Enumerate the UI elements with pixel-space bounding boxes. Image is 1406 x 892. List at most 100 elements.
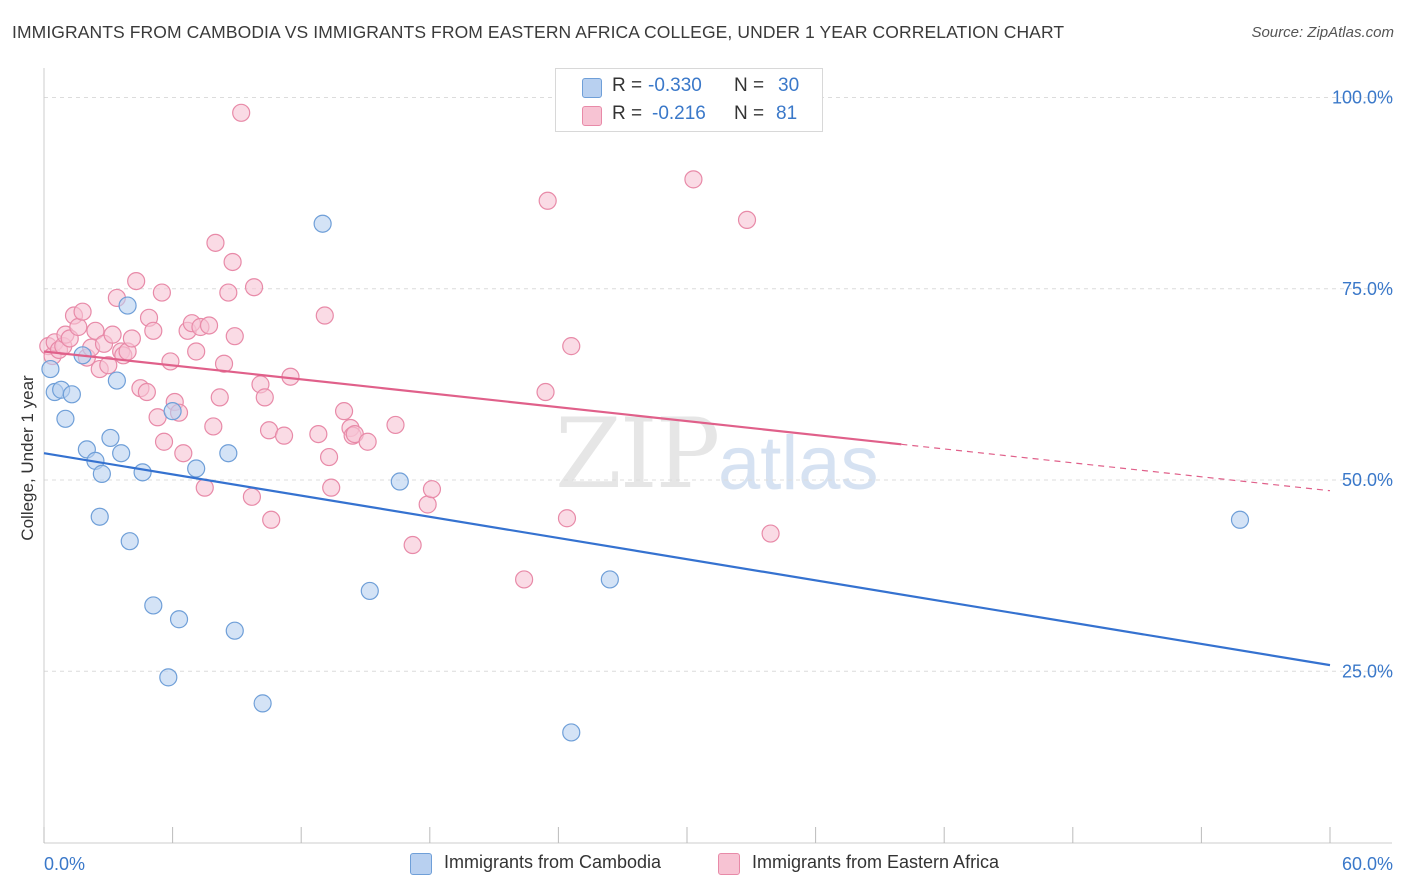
cambodia-point-23: [253, 694, 272, 713]
cambodia-point-16: [144, 596, 163, 615]
eastern-africa-point-57: [315, 306, 334, 325]
eastern-africa-point-45: [223, 252, 242, 272]
eastern-africa-point-71: [538, 191, 557, 210]
eastern-africa-point-58: [319, 447, 339, 467]
cambodia-point-8: [90, 507, 109, 526]
cambodia-point-27: [562, 723, 581, 742]
eastern-africa-point-40: [204, 417, 223, 436]
legend-r-value-cambodia: -0.330: [648, 75, 702, 96]
eastern-africa-point-48: [242, 487, 262, 506]
trend-layer: [43, 350, 1331, 667]
cambodia-point-17: [159, 668, 178, 687]
eastern-africa-point-12: [86, 321, 105, 340]
eastern-africa-point-24: [137, 382, 156, 402]
watermark-atlas: atlas: [718, 421, 879, 506]
y-tick-label: 75.0%: [1342, 279, 1393, 299]
y-axis-label: College, Under 1 year: [18, 375, 37, 541]
eastern-africa-point-8: [69, 317, 88, 337]
eastern-africa-point-64: [358, 432, 377, 451]
cambodia-point-21: [219, 444, 238, 463]
y-tick-label: 25.0%: [1342, 661, 1393, 681]
x-tick-label-max: 60.0%: [1342, 854, 1393, 874]
legend-r-value-eastern-africa: -0.216: [652, 103, 706, 124]
eastern-africa-point-47: [232, 103, 251, 122]
cambodia-point-29: [1230, 510, 1250, 529]
cambodia-point-9: [92, 464, 111, 483]
eastern-africa-points: [39, 103, 780, 589]
legend-n-value-cambodia: 30: [778, 75, 800, 96]
eastern-africa-point-54: [274, 426, 294, 445]
eastern-africa-point-46: [225, 327, 244, 346]
eastern-africa-point-42: [210, 388, 229, 407]
eastern-africa-point-16: [103, 325, 122, 344]
eastern-africa-point-29: [154, 432, 174, 451]
legend-swatch-cambodia: [582, 78, 602, 98]
eastern-africa-point-15: [99, 356, 118, 375]
eastern-africa-point-30: [161, 352, 180, 371]
eastern-africa-point-59: [322, 478, 341, 497]
eastern-africa-point-41: [206, 233, 225, 252]
eastern-africa-point-65: [386, 415, 405, 435]
eastern-africa-point-36: [187, 342, 206, 361]
legend-r-label: R =: [612, 103, 643, 124]
grid-layer: [44, 97, 1392, 672]
eastern-africa-point-69: [515, 570, 534, 589]
tick-labels: 25.0% 50.0% 75.0% 100.0% 0.0% 60.0%: [44, 88, 1393, 875]
eastern-africa-point-21: [122, 329, 141, 348]
eastern-africa-point-26: [144, 321, 163, 340]
cambodia-point-28: [600, 570, 619, 589]
cambodia-point-4: [62, 385, 81, 404]
eastern-africa-trend-extension: [901, 443, 1331, 492]
bottom-legend-swatch-eastern-africa: [718, 853, 740, 875]
cambodia-point-20: [187, 459, 206, 478]
eastern-africa-point-67: [418, 495, 437, 514]
source-label: Source: ZipAtlas.com: [1251, 24, 1394, 41]
cambodia-point-13: [118, 296, 137, 315]
legend-n-label: N =: [734, 103, 765, 124]
cambodia-point-19: [169, 610, 189, 629]
eastern-africa-point-51: [255, 388, 274, 407]
cambodia-point-24: [313, 214, 332, 233]
cambodia-point-26: [390, 472, 409, 491]
eastern-africa-point-74: [684, 170, 703, 189]
eastern-africa-point-39: [199, 316, 219, 335]
legend-swatch-eastern-africa: [582, 106, 602, 126]
eastern-africa-point-49: [244, 278, 264, 297]
eastern-africa-trend-line: [43, 350, 902, 446]
legend-r-label: R =: [612, 75, 643, 96]
eastern-africa-point-68: [422, 480, 442, 499]
eastern-africa-point-53: [262, 510, 281, 529]
cambodia-trend-line: [43, 452, 1331, 667]
cambodia-point-10: [101, 428, 120, 448]
chart-title: IMMIGRANTS FROM CAMBODIA VS IMMIGRANTS F…: [12, 22, 1065, 42]
y-tick-label: 50.0%: [1342, 470, 1393, 490]
cambodia-point-0: [41, 359, 60, 379]
eastern-africa-point-43: [214, 354, 234, 373]
eastern-africa-point-70: [536, 382, 555, 402]
eastern-africa-point-22: [127, 272, 146, 291]
eastern-africa-point-66: [403, 535, 422, 555]
x-tick-label-min: 0.0%: [44, 854, 85, 874]
eastern-africa-point-44: [219, 283, 238, 302]
eastern-africa-point-56: [309, 425, 328, 444]
legend-n-value-eastern-africa: 81: [776, 103, 798, 124]
cambodia-point-25: [360, 581, 379, 601]
cambodia-point-3: [56, 409, 75, 428]
eastern-africa-point-33: [174, 444, 193, 463]
bottom-legend-label-eastern-africa: Immigrants from Eastern Africa: [752, 852, 1000, 872]
bottom-legend-label-cambodia: Immigrants from Cambodia: [444, 852, 662, 872]
cambodia-point-14: [120, 532, 139, 551]
correlation-legend: R = -0.330 N = 30 R = -0.216 N = 81: [555, 68, 823, 132]
eastern-africa-point-9: [73, 302, 92, 321]
eastern-africa-point-76: [761, 524, 780, 543]
axis-layer: [43, 68, 1392, 844]
cambodia-point-18: [163, 402, 182, 421]
eastern-africa-point-72: [557, 509, 577, 528]
cambodia-point-15: [133, 463, 152, 482]
y-tick-label: 100.0%: [1332, 88, 1393, 108]
cambodia-point-11: [107, 371, 126, 390]
legend-n-label: N =: [734, 75, 765, 96]
eastern-africa-point-73: [562, 337, 581, 356]
eastern-africa-point-75: [737, 210, 757, 229]
